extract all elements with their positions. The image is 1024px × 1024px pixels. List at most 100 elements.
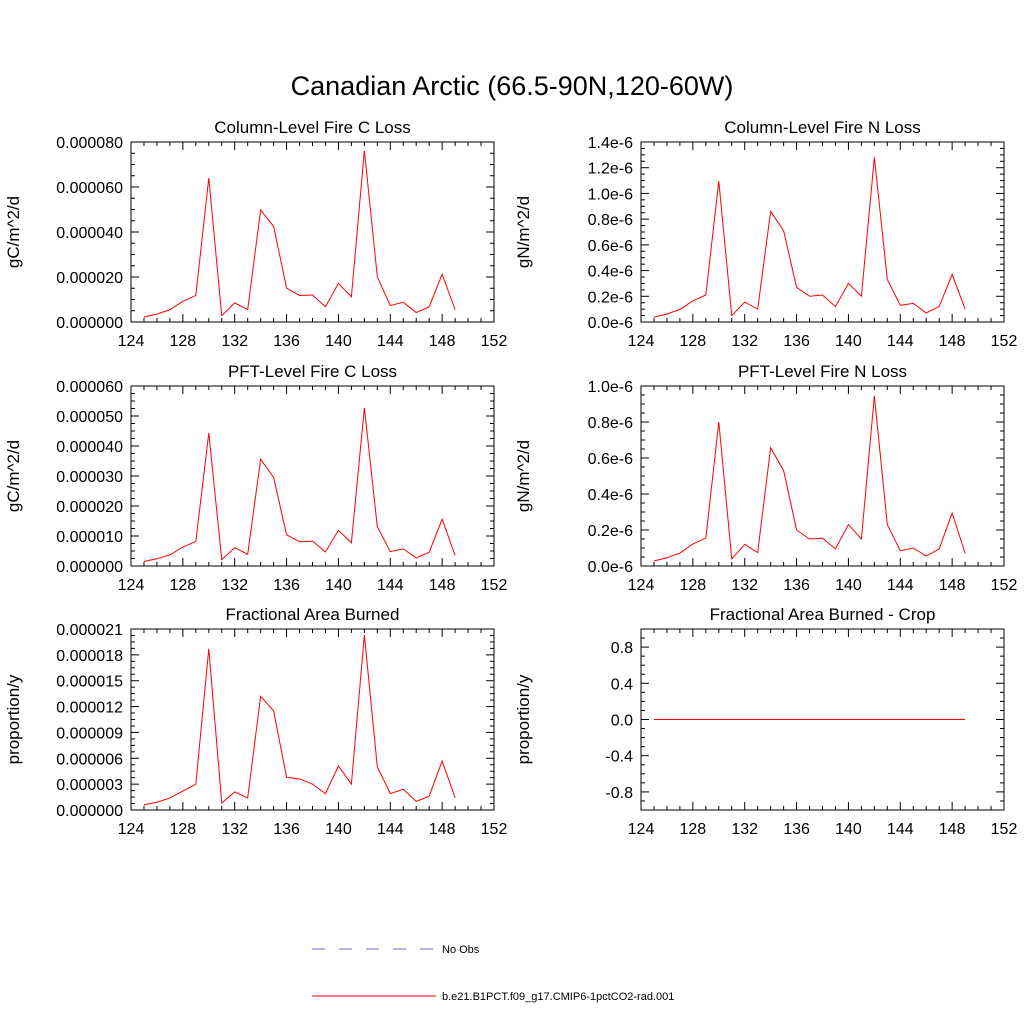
- y-tick-label: 0.000010: [56, 529, 123, 546]
- y-tick-label: 0.000018: [56, 648, 123, 665]
- x-tick-label: 152: [991, 577, 1018, 594]
- y-tick-label: 0.000030: [56, 469, 123, 486]
- x-tick-label: 144: [887, 577, 914, 594]
- x-tick-label: 136: [783, 333, 810, 350]
- plot-frame: [130, 385, 495, 567]
- x-tick-label: 148: [429, 333, 456, 350]
- panels: 124 128 132 136 140 144 148 152 0.000000 0.000020…: [4, 118, 1017, 838]
- y-tick-label: 0.8: [611, 640, 633, 657]
- chart-panel-4: 124 128 132 136 140 144 148 152 0.0e-6 0.2e-6 0.4e…: [514, 362, 1017, 594]
- x-tick-label: 128: [170, 333, 197, 350]
- series-line: [143, 407, 456, 562]
- x-tick-label: 128: [170, 821, 197, 838]
- y-axis-label: proportion/y: [514, 674, 533, 764]
- x-tick-label: 152: [481, 577, 508, 594]
- y-tick-label: 0.000080: [56, 135, 123, 152]
- y-tick-label: 0.4: [611, 676, 633, 693]
- y-tick-label: 0.000020: [56, 499, 123, 516]
- y-tick-label: 1.4e-6: [588, 135, 633, 152]
- y-tick-label: 0.4e-6: [588, 487, 633, 504]
- y-tick-label: 0.000040: [56, 439, 123, 456]
- panel-title: Fractional Area Burned - Crop: [710, 605, 936, 624]
- plot-frame: [130, 628, 495, 811]
- x-tick-label: 124: [118, 821, 145, 838]
- x-tick-label: 140: [835, 333, 862, 350]
- panel-title: Fractional Area Burned: [226, 605, 400, 624]
- x-tick-label: 124: [628, 821, 655, 838]
- x-tick-label: 140: [325, 821, 352, 838]
- y-tick-label: 0.000040: [56, 225, 123, 242]
- x-tick-label: 136: [273, 821, 300, 838]
- chart-panel-6: 124 128 132 136 140 144 148 152 -0.8 -0.4 0.0 0.4 0.…: [514, 605, 1017, 838]
- x-tick-label: 128: [680, 333, 707, 350]
- y-tick-label: 0.0e-6: [588, 559, 633, 576]
- panel-title: Column-Level Fire N Loss: [724, 118, 921, 137]
- x-tick-label: 152: [991, 821, 1018, 838]
- y-tick-label: 1.2e-6: [588, 161, 633, 178]
- y-axis-label: gN/m^2/d: [514, 440, 533, 512]
- chart-panel-1: 124 128 132 136 140 144 148 152 0.000000 0.000020…: [4, 118, 507, 350]
- x-tick-label: 128: [680, 821, 707, 838]
- series-line: [653, 157, 966, 318]
- x-tick-label: 144: [377, 333, 404, 350]
- y-tick-label: 0.000000: [56, 803, 123, 820]
- y-axis-label: gC/m^2/d: [4, 196, 23, 268]
- y-tick-label: 0.000021: [56, 622, 123, 639]
- x-tick-label: 124: [628, 333, 655, 350]
- legend: No Obs b.e21.B1PCT.f09_g17.CMIP6-1pctCO2…: [312, 944, 674, 1003]
- y-tick-label: 0.000020: [56, 270, 123, 287]
- x-tick-label: 148: [429, 577, 456, 594]
- y-tick-label: 0.000000: [56, 315, 123, 332]
- x-tick-label: 132: [731, 577, 758, 594]
- y-tick-label: 0.000006: [56, 751, 123, 768]
- panel-title: PFT-Level Fire N Loss: [738, 362, 907, 381]
- x-tick-label: 124: [118, 333, 145, 350]
- series-line: [143, 150, 456, 318]
- y-tick-label: 0.000015: [56, 674, 123, 691]
- x-tick-label: 136: [273, 333, 300, 350]
- y-tick-label: 0.000012: [56, 700, 123, 717]
- x-tick-label: 132: [731, 333, 758, 350]
- y-tick-label: 1.0e-6: [588, 379, 633, 396]
- y-tick-label: 0.4e-6: [588, 264, 633, 281]
- y-tick-label: 0.8e-6: [588, 415, 633, 432]
- x-tick-label: 132: [221, 821, 248, 838]
- legend-obs-label: No Obs: [442, 944, 480, 956]
- y-tick-label: 0.2e-6: [588, 523, 633, 540]
- y-tick-label: -0.8: [605, 785, 633, 802]
- x-tick-label: 152: [481, 333, 508, 350]
- y-tick-label: 0.000009: [56, 725, 123, 742]
- x-tick-label: 140: [325, 577, 352, 594]
- x-tick-label: 140: [835, 577, 862, 594]
- x-tick-label: 144: [377, 577, 404, 594]
- x-tick-label: 132: [221, 577, 248, 594]
- y-tick-label: 0.6e-6: [588, 238, 633, 255]
- series-line: [653, 395, 966, 562]
- y-tick-label: 0.2e-6: [588, 289, 633, 306]
- x-tick-label: 136: [783, 821, 810, 838]
- y-axis-label: gC/m^2/d: [4, 440, 23, 512]
- y-tick-label: 0.000060: [56, 379, 123, 396]
- y-tick-label: 0.000060: [56, 180, 123, 197]
- chart-panel-3: 124 128 132 136 140 144 148 152 0.000000 0.000010…: [4, 362, 507, 594]
- x-tick-label: 140: [835, 821, 862, 838]
- x-tick-label: 152: [991, 333, 1018, 350]
- y-tick-label: 0.0e-6: [588, 315, 633, 332]
- x-tick-label: 136: [783, 577, 810, 594]
- chart-panel-5: 124 128 132 136 140 144 148 152 0.000000 0.000003…: [4, 605, 507, 838]
- figure-title: Canadian Arctic (66.5-90N,120-60W): [291, 71, 734, 101]
- x-tick-label: 124: [118, 577, 145, 594]
- x-tick-label: 148: [939, 577, 966, 594]
- y-axis-label: proportion/y: [4, 674, 23, 764]
- y-tick-label: 0.000050: [56, 409, 123, 426]
- series-line: [143, 634, 456, 806]
- y-tick-label: 1.0e-6: [588, 186, 633, 203]
- x-tick-label: 148: [429, 821, 456, 838]
- x-tick-label: 144: [887, 333, 914, 350]
- y-axis-label: gN/m^2/d: [514, 196, 533, 268]
- plot-frame: [640, 385, 1005, 567]
- x-tick-label: 148: [939, 821, 966, 838]
- x-tick-label: 132: [731, 821, 758, 838]
- legend-model-label: b.e21.B1PCT.f09_g17.CMIP6-1pctCO2-rad.00…: [442, 991, 674, 1003]
